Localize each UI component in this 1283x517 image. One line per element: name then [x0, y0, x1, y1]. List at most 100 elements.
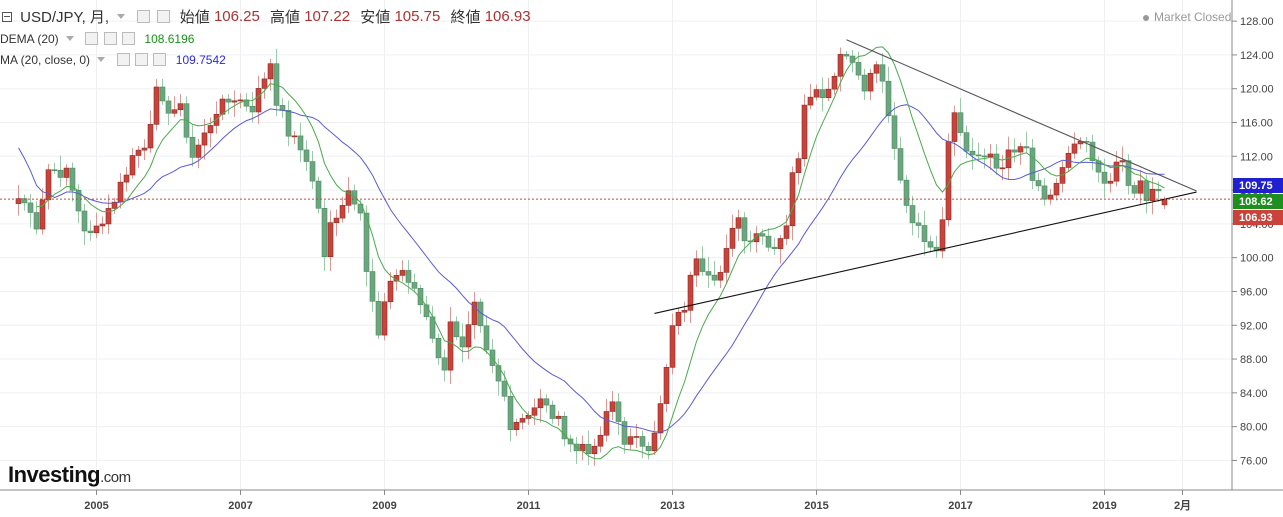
high-label: 高値 — [270, 9, 301, 26]
dema-label[interactable]: DEMA (20) — [0, 31, 59, 46]
candle-body — [471, 301, 478, 325]
candle-body — [801, 104, 808, 159]
candle-body — [231, 100, 238, 103]
candle-body — [243, 99, 250, 107]
candle-body — [975, 154, 982, 157]
candle-body — [543, 398, 550, 406]
symbol-label[interactable]: USD/JPY, 月, — [20, 9, 110, 26]
eye-icon[interactable] — [116, 53, 130, 67]
close-value: 106.93 — [484, 8, 531, 25]
candle-body — [597, 434, 604, 447]
candle-body — [957, 112, 964, 133]
y-tick-label: 76.00 — [1240, 455, 1268, 467]
candle-body — [129, 155, 136, 176]
candle-body — [495, 365, 502, 382]
candle-body — [435, 338, 442, 359]
candle-body — [633, 436, 640, 438]
y-tick-label: 124.00 — [1240, 50, 1274, 62]
candle-body — [345, 190, 352, 206]
eye-icon[interactable] — [85, 32, 99, 46]
candle-body — [1029, 147, 1036, 181]
candle-body — [639, 436, 646, 447]
price-badge — [1233, 178, 1283, 193]
price-badge-label: 109.75 — [1239, 180, 1273, 192]
candle-body — [699, 258, 706, 272]
candle-body — [1071, 143, 1078, 154]
candle-body — [1119, 160, 1126, 163]
price-axis[interactable]: 76.0080.0084.0088.0092.0096.00100.00104.… — [1231, 0, 1283, 490]
candle-body — [87, 230, 94, 234]
candle-body — [177, 103, 184, 111]
low-label: 安値 — [360, 9, 391, 26]
candle-body — [675, 311, 682, 326]
candle-body — [795, 158, 802, 173]
gear-icon[interactable] — [135, 53, 149, 67]
candle-body — [1101, 171, 1108, 184]
candle-body — [999, 167, 1006, 170]
candle-body — [291, 135, 298, 138]
y-tick-label: 112.00 — [1240, 151, 1273, 163]
candle-body — [831, 75, 838, 90]
chevron-down-icon[interactable] — [117, 14, 126, 19]
chevron-down-icon[interactable] — [66, 36, 75, 42]
candle-body — [855, 62, 862, 76]
symbol-legend: USD/JPY, 月, 始値 106.25 高値 107.22 安値 105.7… — [0, 6, 531, 27]
candle-body — [939, 219, 946, 252]
support-trendline[interactable] — [654, 191, 1197, 314]
candle-body — [483, 325, 490, 351]
candle-body — [669, 325, 676, 368]
gear-icon[interactable] — [103, 32, 117, 46]
close-icon[interactable] — [153, 53, 167, 67]
candle-body — [93, 225, 100, 234]
candle-body — [267, 63, 274, 80]
candle-body — [339, 205, 346, 219]
candle-body — [237, 99, 244, 102]
ma-value: 109.7542 — [175, 52, 226, 67]
time-axis[interactable]: 2005 2007 2009 2011 2013 2015 2017 2019 2月 — [0, 489, 1283, 512]
candle-body — [777, 238, 784, 249]
candle-body — [687, 274, 694, 311]
candle-body — [69, 167, 76, 191]
candle-body — [867, 72, 874, 92]
candle-body — [1089, 141, 1096, 162]
y-tick-label: 116.00 — [1240, 118, 1273, 130]
ma-label[interactable]: MA (20, close, 0) — [0, 52, 91, 67]
candle-body — [717, 272, 724, 281]
price-badge — [1233, 194, 1283, 209]
candle-body — [1125, 160, 1132, 186]
candle-body — [159, 86, 166, 102]
open-value: 106.25 — [213, 8, 260, 25]
candle-body — [885, 80, 892, 117]
resistance-trendline[interactable] — [846, 39, 1197, 192]
candle-body — [933, 246, 940, 252]
candle-body — [111, 201, 118, 209]
candle-body — [51, 169, 58, 172]
logo-suffix: .com — [100, 469, 131, 486]
candles — [15, 47, 1168, 466]
market-status: Market Closed — [1143, 10, 1231, 24]
price-badge-label: 106.93 — [1239, 212, 1273, 224]
candle-body — [531, 407, 538, 416]
x-tick-label: 2007 — [228, 500, 252, 512]
candle-body — [207, 125, 214, 134]
candle-body — [249, 105, 256, 113]
low-value: 105.75 — [394, 8, 441, 25]
collapse-icon[interactable] — [2, 11, 12, 22]
candle-body — [1107, 180, 1114, 184]
candle-body — [123, 174, 130, 183]
x-tick-label: 2005 — [84, 500, 108, 512]
close-icon[interactable] — [122, 32, 136, 46]
candle-body — [837, 54, 844, 77]
gear-icon[interactable] — [156, 10, 170, 23]
chevron-down-icon[interactable] — [97, 57, 106, 63]
eye-icon[interactable] — [137, 10, 151, 23]
candle-body — [375, 300, 382, 336]
candle-body — [321, 208, 328, 258]
candle-body — [399, 270, 406, 276]
candle-body — [609, 401, 616, 412]
candle-body — [843, 54, 850, 57]
candle-body — [765, 235, 772, 248]
candle-body — [771, 246, 778, 249]
candle-body — [171, 109, 178, 114]
